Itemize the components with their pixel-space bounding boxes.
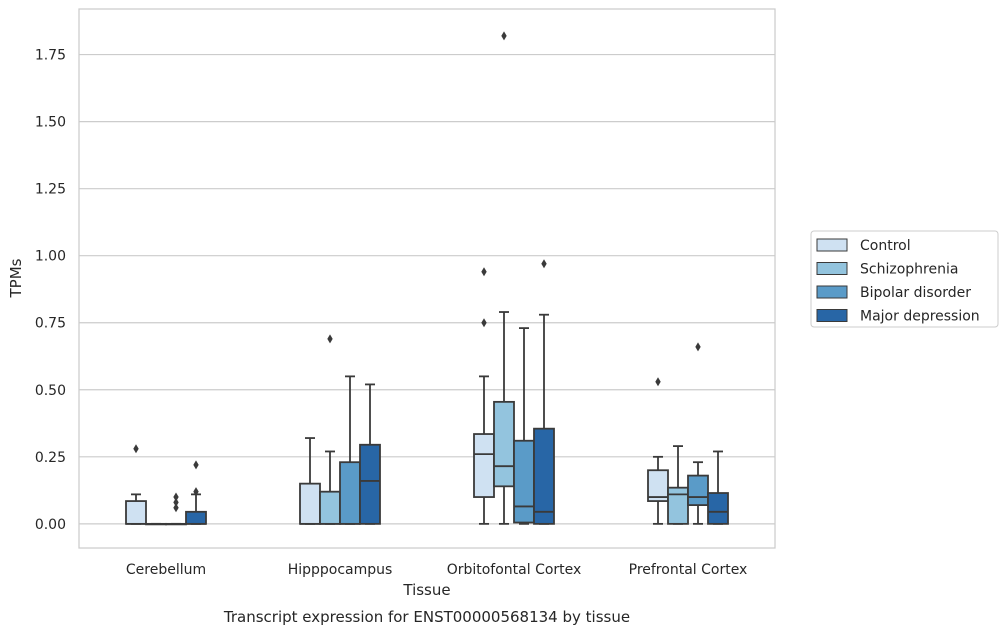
flier-point — [695, 342, 701, 352]
legend-label: Bipolar disorder — [860, 285, 971, 301]
flier-point — [193, 460, 199, 470]
box-group — [473, 267, 495, 525]
plot-boxes — [125, 31, 729, 526]
x-axis-label: Tissue — [402, 581, 450, 599]
box — [339, 461, 361, 525]
box — [707, 492, 729, 525]
flier-point — [327, 334, 333, 344]
box-group — [647, 377, 669, 525]
x-tick-label: Cerebellum — [126, 562, 206, 578]
x-tick-labels: Cerebellum Hipppocampus Orbitofontal Corte… — [126, 562, 747, 578]
box — [299, 482, 321, 525]
flier-point — [541, 259, 547, 269]
y-axis-label: TPMs — [7, 258, 25, 298]
legend-label: Schizophrenia — [860, 262, 958, 278]
flier-point — [655, 377, 661, 387]
legend-swatch — [816, 238, 848, 252]
box — [319, 490, 341, 525]
y-tick-label: 1.00 — [35, 249, 66, 265]
box-group — [165, 492, 187, 526]
flier-point — [481, 267, 487, 277]
box-group — [707, 450, 729, 525]
box — [125, 500, 147, 525]
box — [359, 443, 381, 525]
box-group — [533, 259, 555, 525]
box — [533, 427, 555, 525]
legend-frame — [810, 230, 999, 328]
plot-frame — [78, 8, 776, 549]
y-tick-label: 0.50 — [35, 383, 66, 399]
box — [185, 510, 207, 525]
y-tick-label: 1.50 — [35, 115, 66, 131]
box — [493, 400, 515, 488]
box-group — [687, 342, 709, 525]
box-group — [667, 445, 689, 525]
y-tick-labels: 0.00 0.25 0.50 0.75 1.00 1.25 1.50 1.75 — [35, 48, 66, 533]
box — [647, 469, 669, 502]
legend-swatch — [816, 309, 848, 322]
flier-point — [501, 31, 507, 41]
box — [513, 439, 535, 524]
legend-swatch — [816, 285, 848, 299]
box — [667, 486, 689, 525]
flier-point — [173, 492, 179, 502]
y-tick-label: 0.00 — [35, 517, 66, 533]
box-group — [359, 383, 381, 525]
y-gridlines — [79, 53, 775, 525]
box-group — [125, 444, 147, 525]
flier-point — [173, 503, 179, 513]
flier-point — [481, 318, 487, 328]
legend: Control Schizophrenia Bipolar disorder Majo… — [810, 230, 999, 328]
box-group — [319, 334, 341, 525]
flier-point — [193, 487, 199, 497]
x-tick-label: Prefrontal Cortex — [629, 562, 748, 578]
legend-swatch — [816, 262, 848, 275]
box-group — [299, 437, 321, 525]
legend-label: Major depression — [860, 309, 980, 325]
x-tick-label: Orbitofontal Cortex — [447, 562, 582, 578]
legend-label: Control — [860, 238, 911, 254]
box-group — [513, 327, 535, 525]
box — [687, 474, 709, 506]
flier-point — [133, 444, 139, 454]
chart-caption: Transcript expression for ENST0000056813… — [223, 608, 630, 626]
box-group — [339, 375, 361, 525]
y-tick-label: 0.75 — [35, 316, 66, 332]
box-group — [145, 522, 167, 526]
flier-point — [173, 497, 179, 507]
box — [473, 433, 495, 498]
x-tick-label: Hipppocampus — [288, 562, 393, 578]
y-tick-label: 1.75 — [35, 48, 66, 64]
y-tick-label: 0.25 — [35, 450, 66, 466]
box-group — [185, 460, 207, 525]
box-group — [493, 31, 515, 525]
y-tick-label: 1.25 — [35, 182, 66, 198]
